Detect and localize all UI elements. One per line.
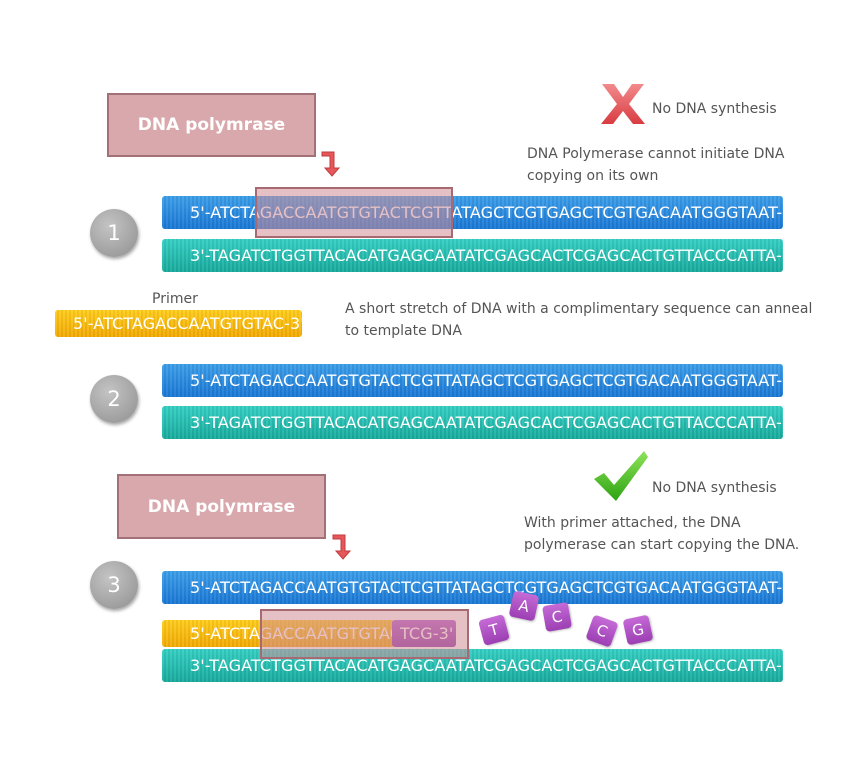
step1-note: DNA Polymerase cannot initiate DNA copyi… <box>527 143 784 187</box>
step3-note-line-1: With primer attached, the DNA <box>524 515 741 531</box>
step3-status-text: No DNA synthesis <box>652 480 777 496</box>
step-number-3: 3 <box>90 561 138 609</box>
template-bottom-strand-step1: 3'-TAGATCTGGTTACACATGAGCAATATCGAGCACTCGA… <box>162 239 797 272</box>
nucleotide-c: C <box>541 601 573 633</box>
step1-status-text: No DNA synthesis <box>652 101 777 117</box>
red-down-arrow-icon <box>332 534 352 560</box>
dna-polymerase-on-strand-step1 <box>255 187 453 238</box>
step3-note: With primer attached, the DNA polymerase… <box>524 512 799 556</box>
step2-note-line-2: to template DNA <box>345 323 462 339</box>
dna-polymerase-box-step3: DNA polymrase <box>117 474 326 539</box>
dna-polymerase-label: DNA polymrase <box>147 497 296 517</box>
step3-note-line-2: polymerase can start copying the DNA. <box>524 537 800 553</box>
step-number-1: 1 <box>90 209 138 257</box>
step2-note-line-1: A short stretch of DNA with a compliment… <box>345 301 813 317</box>
nucleotide-t: T <box>478 614 510 646</box>
template-top-strand-step2: 5'-ATCTAGACCAATGTGTACTCGTTATAGCTCGTGAGCT… <box>162 364 797 397</box>
nucleotide-g: G <box>622 614 654 646</box>
red-down-arrow-icon <box>321 151 341 177</box>
step1-note-line-2: copying on its own <box>527 168 659 184</box>
dna-polymerase-box-step1: DNA polymrase <box>107 93 316 157</box>
red-x-icon <box>601 84 645 124</box>
dna-polymerase-label: DNA polymrase <box>137 115 286 135</box>
step1-note-line-1: DNA Polymerase cannot initiate DNA <box>527 146 785 162</box>
template-bottom-strand-step3: 3'-TAGATCTGGTTACACATGAGCAATATCGAGCACTCGA… <box>162 649 797 682</box>
nucleotide-a: A <box>508 590 540 622</box>
dna-polymerase-on-strand-step3 <box>260 609 469 659</box>
nucleotide-c: C <box>585 614 619 648</box>
primer-label: Primer <box>152 291 198 307</box>
template-top-strand-step3: 5'-ATCTAGACCAATGTGTACTCGTTATAGCTCGTGAGCT… <box>162 571 797 604</box>
step2-note: A short stretch of DNA with a compliment… <box>345 298 812 342</box>
template-bottom-strand-step2: 3'-TAGATCTGGTTACACATGAGCAATATCGAGCACTCGA… <box>162 406 797 439</box>
green-check-icon <box>594 451 648 501</box>
step-number-2: 2 <box>90 375 138 423</box>
primer-strand: 5'-ATCTAGACCAATGTGTAC-3' <box>55 310 305 337</box>
